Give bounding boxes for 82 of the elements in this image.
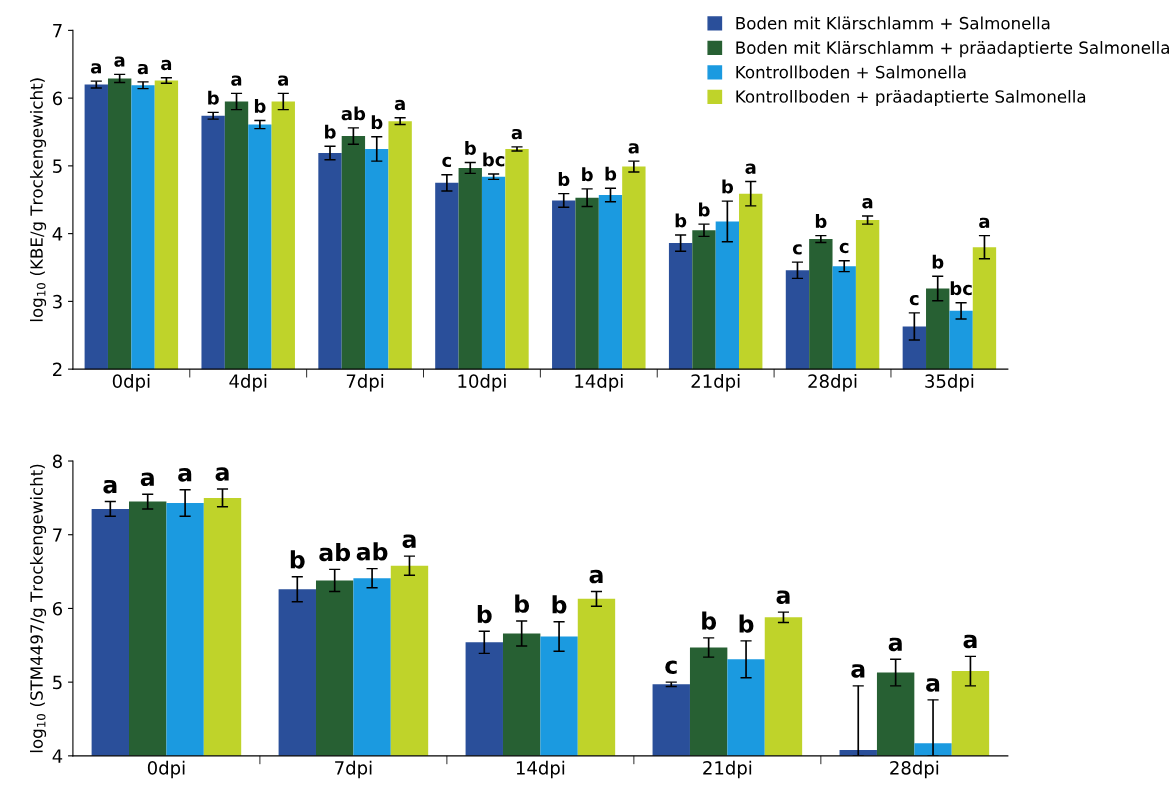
y-tick-label: 6: [52, 91, 63, 106]
annotation: a: [114, 56, 125, 67]
annotation: ab: [356, 542, 388, 561]
annotation: b: [208, 90, 219, 105]
annotation: a: [628, 143, 639, 154]
annotation: ab: [341, 106, 366, 121]
x-tick-label: 35dpi: [925, 374, 974, 392]
annotation: a: [137, 63, 148, 75]
annotation: b: [722, 179, 734, 194]
x-tick-label: 14dpi: [516, 760, 565, 779]
y-tick-label: 3: [53, 294, 62, 309]
annotation: a: [926, 678, 940, 692]
annotation: bc: [950, 281, 972, 296]
y-axis-title: log$_{10}$ (KBE/g Trockengewicht): [29, 78, 47, 322]
legend-label: Boden mit Klärschlamm + Salmonella: [736, 16, 1050, 30]
annotation: a: [90, 63, 101, 74]
annotation: a: [776, 590, 790, 605]
x-tick-label: 21dpi: [703, 760, 752, 779]
legend-label: Kontrollboden + präadaptierte Salmonella: [736, 89, 1086, 107]
annotation: b: [515, 594, 530, 613]
x-tick-label: 4dpi: [229, 374, 267, 392]
annotation: c: [792, 244, 802, 255]
annotation: b: [477, 604, 492, 624]
annotation: bc: [483, 152, 505, 167]
annotation: a: [103, 479, 117, 494]
annotation: a: [402, 534, 416, 548]
annotation: c: [442, 156, 452, 168]
annotation: a: [745, 163, 756, 174]
x-tick-label: 10dpi: [458, 374, 506, 392]
annotation: a: [851, 664, 865, 678]
x-tick-label: 7dpi: [346, 374, 384, 392]
annotation: b: [699, 202, 710, 217]
annotation: a: [862, 198, 873, 209]
annotation: b: [932, 254, 944, 269]
y-tick-label: 5: [53, 159, 62, 173]
annotation: a: [888, 637, 902, 652]
annotation: c: [909, 294, 919, 306]
annotation: b: [254, 98, 266, 113]
x-tick-label: 21dpi: [691, 374, 740, 392]
annotation: b: [675, 213, 687, 228]
annotation: b: [465, 140, 476, 155]
y-tick-label: 4: [52, 227, 63, 241]
annotation: a: [277, 75, 288, 86]
annotation: a: [963, 634, 977, 649]
y-tick-label: 6: [52, 601, 63, 616]
annotation: c: [665, 660, 677, 675]
annotation: a: [394, 99, 405, 111]
y-axis-title: log$_{10}$ (STM4497/g Trockengewicht): [29, 464, 47, 753]
annotation: b: [552, 595, 567, 614]
annotation: b: [702, 611, 717, 630]
annotation: a: [215, 467, 229, 481]
y-tick-label: 5: [53, 675, 62, 690]
legend-label: Kontrollboden + Salmonella: [736, 65, 966, 79]
annotation: b: [325, 124, 336, 139]
x-tick-label: 28dpi: [890, 760, 939, 779]
annotation: a: [161, 59, 172, 71]
y-tick-label: 2: [53, 362, 62, 376]
y-tick-label: 8: [52, 454, 62, 469]
annotation: c: [839, 242, 849, 254]
x-tick-label: 14dpi: [575, 374, 623, 392]
x-tick-label: 7dpi: [335, 760, 372, 779]
annotation: b: [582, 167, 593, 182]
y-tick-label: 7: [53, 24, 62, 38]
annotation: a: [178, 468, 192, 482]
annotation: a: [979, 217, 990, 229]
annotation: b: [815, 214, 827, 229]
annotation: b: [290, 550, 305, 569]
annotation: a: [589, 569, 603, 584]
y-tick-label: 4: [52, 749, 63, 763]
x-tick-label: 28dpi: [808, 374, 857, 392]
annotation: a: [140, 472, 154, 487]
annotation: b: [558, 172, 570, 187]
annotation: b: [371, 115, 383, 130]
annotation: a: [231, 75, 242, 86]
annotation: b: [739, 614, 754, 633]
x-tick-label: 0dpi: [147, 760, 185, 779]
x-tick-label: 0dpi: [112, 374, 150, 392]
annotation: b: [605, 166, 617, 181]
y-tick-label: 7: [53, 528, 62, 542]
annotation: ab: [319, 542, 351, 562]
legend-label: Boden mit Klärschlamm + präadaptierte Salmonella: [736, 41, 1169, 58]
annotation: a: [511, 128, 522, 140]
